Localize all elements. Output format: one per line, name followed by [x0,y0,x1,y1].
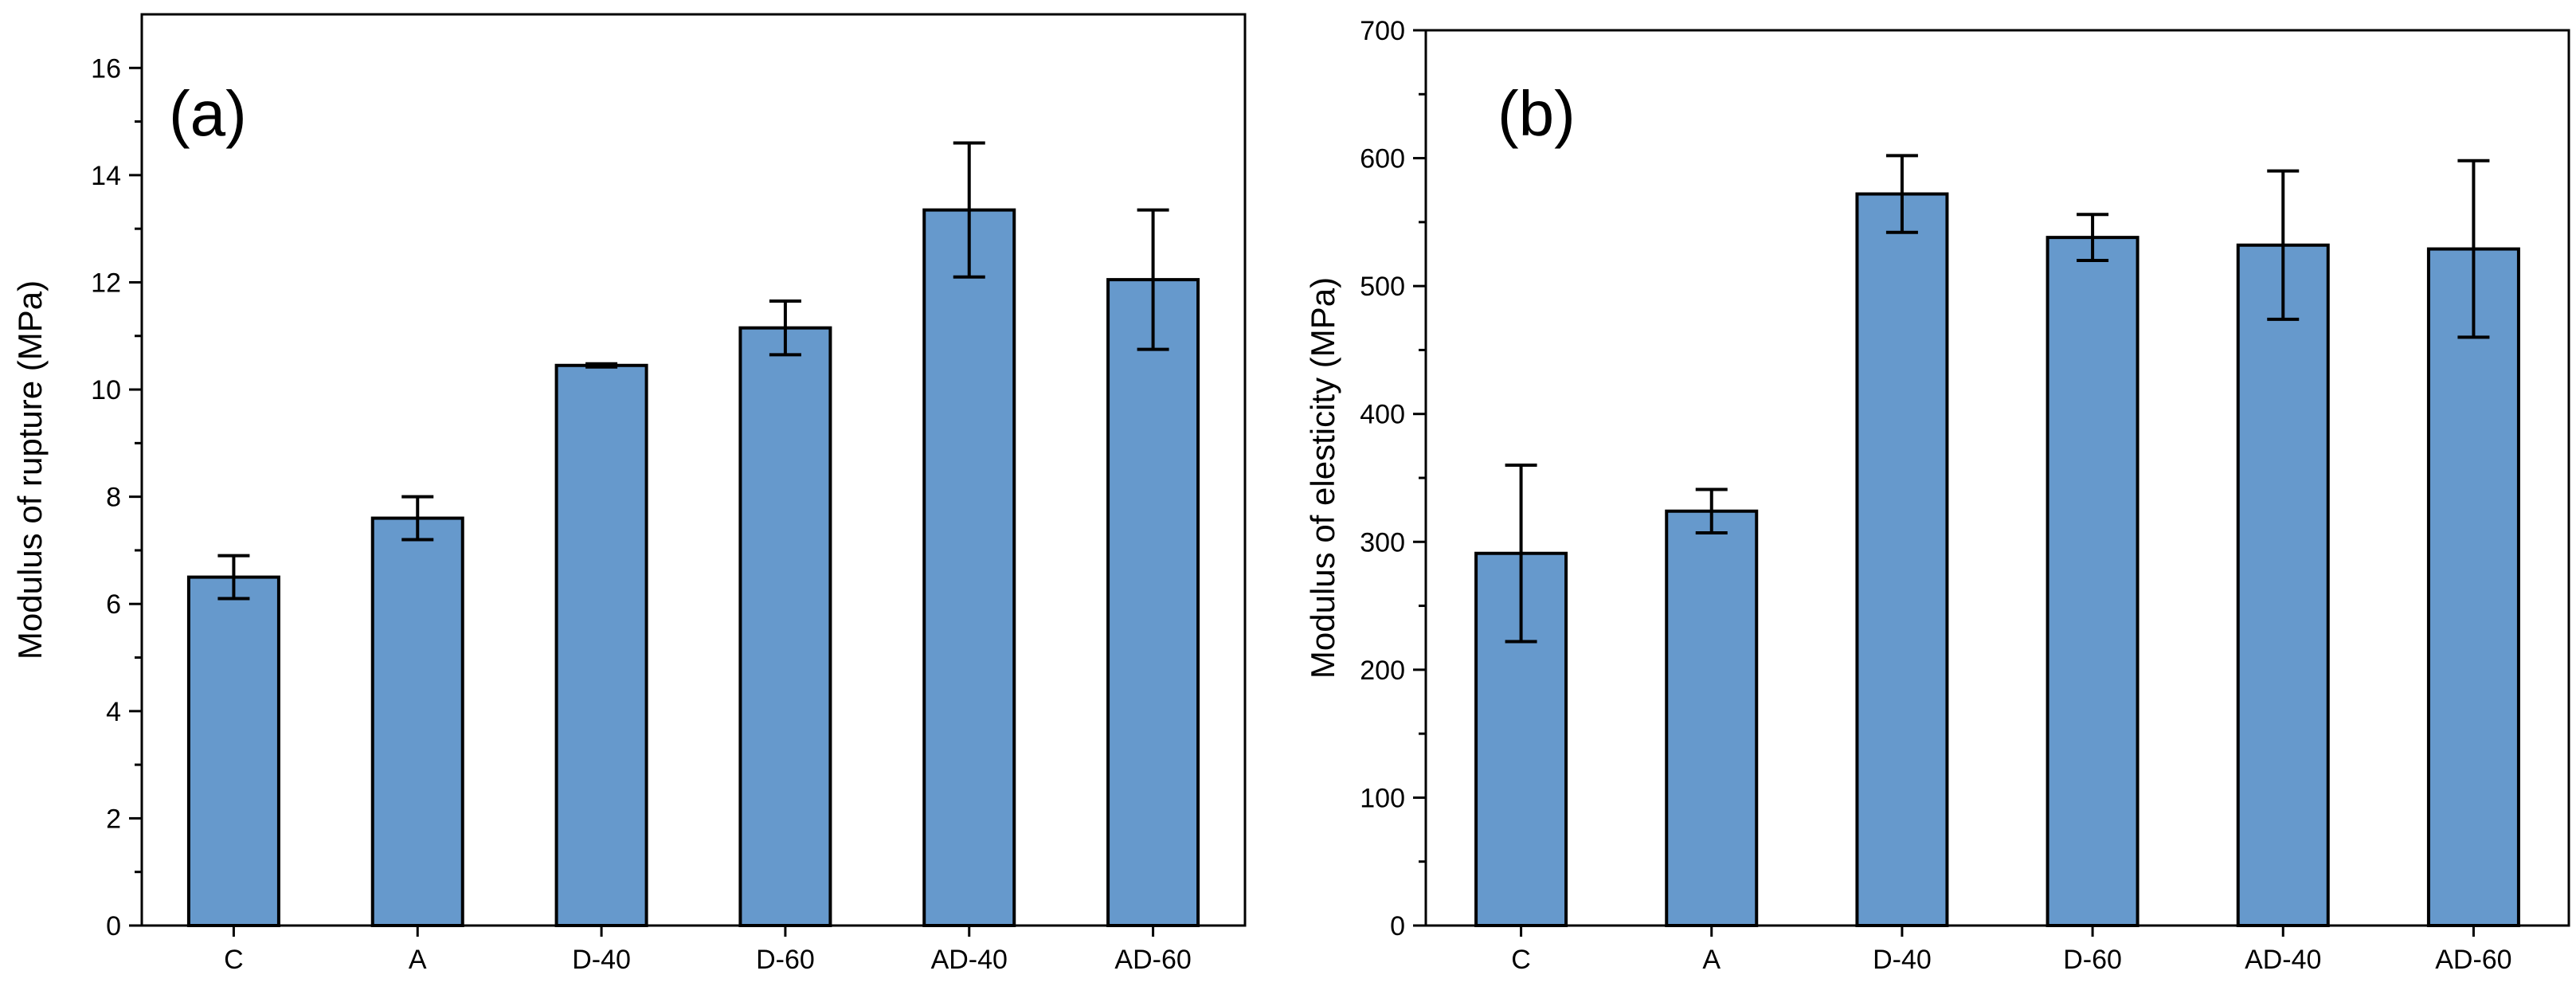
y-tick-label: 700 [1360,16,1405,46]
y-tick-label: 100 [1360,783,1405,813]
bar-C [186,575,280,928]
plot-frame [140,13,1247,927]
error-bar-AD-60 [2457,159,2490,339]
error-bar-A [1695,487,1728,535]
error-bar-C [217,554,250,601]
x-tick-label: D-40 [1873,945,1932,975]
x-tick-label: AD-40 [2245,945,2321,975]
y-tick-label: 4 [106,697,121,727]
bar-D-60 [738,326,832,927]
error-bar-AD-40 [953,141,985,279]
y-tick-label: 2 [106,804,121,834]
x-tick-label: D-60 [756,945,815,975]
error-bar-C [1505,463,1537,644]
y-tick-label: 200 [1360,656,1405,686]
x-tick-label: D-40 [572,945,631,975]
y-tick-label: 300 [1360,527,1405,558]
y-tick-label: 400 [1360,400,1405,430]
x-tick-label: C [1511,945,1531,975]
y-tick-label: 600 [1360,144,1405,174]
bar-AD-60 [2426,247,2520,927]
y-tick-label: 6 [106,589,121,620]
y-tick-label: 0 [1390,911,1405,941]
bar-A [370,516,464,927]
x-tick-label: AD-60 [1114,945,1191,975]
error-bar-D-40 [585,362,618,369]
y-tick-label: 10 [91,375,121,405]
x-tick-label: AD-40 [931,945,1008,975]
bar-D-40 [554,363,648,927]
bar-AD-40 [2236,243,2330,927]
y-tick-label: 8 [106,483,121,513]
panel-label-a: (a) [169,78,247,149]
panel-a: (a) Modulus of rupture (MPa) 0 2 4 6 8 10 12 14… [11,13,1247,975]
error-bar-A [401,495,434,542]
error-bar-D-40 [1885,154,1918,234]
error-bar-AD-60 [1137,208,1169,351]
x-tick-label: A [409,945,427,975]
bar-AD-60 [1106,278,1200,927]
panel-label-b: (b) [1497,78,1576,149]
y-tick-label: 14 [91,161,121,191]
error-bar-AD-40 [2267,169,2300,321]
x-tick-label: AD-60 [2435,945,2511,975]
x-tick-label: A [1702,945,1721,975]
y-axis-title-b: Modulus of elesticity (MPa) [1304,277,1341,679]
y-tick-label: 0 [106,911,121,941]
error-bar-D-60 [2077,213,2109,263]
bar-AD-40 [922,208,1016,927]
y-tick-label: 12 [91,268,121,298]
x-tick-label: C [224,945,244,975]
y-axis-title-a: Modulus of rupture (MPa) [11,280,49,660]
bar-D-60 [2046,236,2139,927]
plot-frame [1424,29,2570,927]
error-bar-D-60 [769,299,801,357]
bar-D-40 [1855,192,1949,927]
x-tick-label: D-60 [2063,945,2122,975]
panel-b: (b) Modulus of elesticity (MPa) 0 100 200 3… [1304,16,2570,975]
y-tick-label: 500 [1360,272,1405,302]
y-tick-label: 16 [91,53,121,84]
bar-A [1665,509,1759,927]
